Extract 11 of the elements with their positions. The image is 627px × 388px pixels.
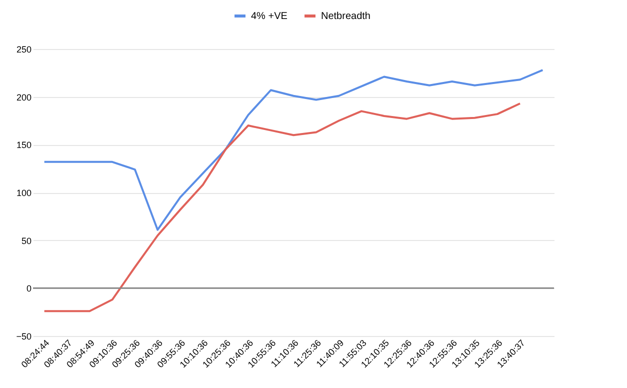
y-tick-label: −50: [16, 332, 32, 342]
y-tick-label: 100: [16, 188, 32, 198]
y-tick-label: 0: [26, 284, 32, 294]
legend-label: Netbreadth: [321, 11, 370, 22]
legend-label: 4% +VE: [251, 11, 288, 22]
line-series: [43, 102, 522, 312]
y-tick-label: 200: [16, 92, 32, 102]
line-series: [43, 69, 544, 231]
y-tick-label: 150: [16, 140, 32, 150]
y-tick-label: 50: [21, 236, 32, 246]
y-tick-label: 250: [16, 44, 32, 54]
